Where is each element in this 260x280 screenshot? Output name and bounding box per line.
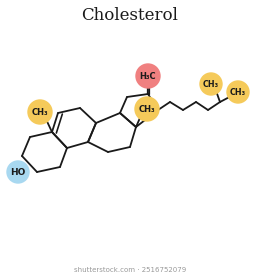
Circle shape <box>7 161 29 183</box>
Circle shape <box>136 64 160 88</box>
Text: shutterstock.com · 2516752079: shutterstock.com · 2516752079 <box>74 267 186 273</box>
Text: H₃C: H₃C <box>140 71 156 81</box>
Circle shape <box>135 97 159 121</box>
Text: CH₃: CH₃ <box>32 108 48 116</box>
Text: Cholesterol: Cholesterol <box>82 6 178 24</box>
Circle shape <box>200 73 222 95</box>
Text: HO: HO <box>10 167 26 176</box>
Text: CH₃: CH₃ <box>139 104 155 113</box>
Text: CH₃: CH₃ <box>203 80 219 88</box>
Text: CH₃: CH₃ <box>230 88 246 97</box>
Circle shape <box>227 81 249 103</box>
Circle shape <box>28 100 52 124</box>
